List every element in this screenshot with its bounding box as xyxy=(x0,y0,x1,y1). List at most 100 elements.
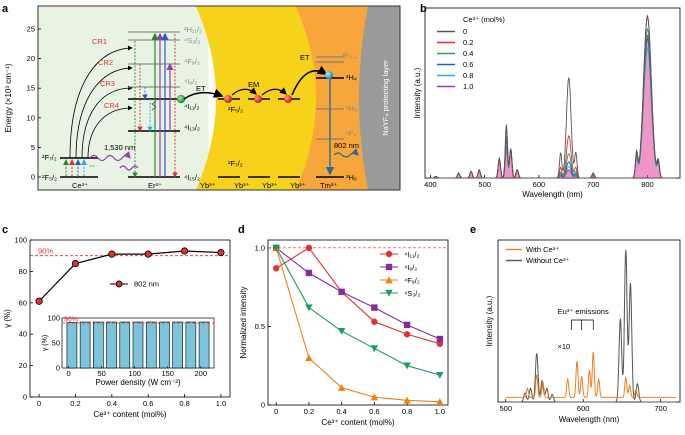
er-level-label: ⁴I₁₃/₂ xyxy=(184,123,200,132)
legend-marker xyxy=(385,276,393,284)
annotation-bracket xyxy=(571,319,594,330)
panel-label-c: c xyxy=(2,224,8,236)
x-tick-label: 500 xyxy=(499,404,512,413)
data-point xyxy=(371,304,378,311)
inset-y-tick-label: 50 xyxy=(52,339,60,348)
legend-label: 0.8 xyxy=(463,71,473,80)
legend-marker xyxy=(385,263,393,271)
x-tick-label: 0.8 xyxy=(179,399,189,408)
cr-label: CR3 xyxy=(100,79,115,88)
legend-label: 802 nm xyxy=(134,279,159,288)
data-point xyxy=(305,304,313,312)
svg-text:⋯: ⋯ xyxy=(89,164,95,170)
inset-bar xyxy=(172,321,183,369)
data-point xyxy=(272,265,280,272)
x-tick-label: 700 xyxy=(654,404,667,413)
panel-a-ytick-label: 25 xyxy=(27,25,35,34)
series-area xyxy=(430,35,675,179)
reference-label: 90% xyxy=(38,247,53,256)
inset-x-tick-label: 200 xyxy=(195,369,208,378)
et-label: ET xyxy=(196,84,206,93)
inset-bar xyxy=(185,321,197,369)
legend-label: ⁴S₃/₂ xyxy=(404,289,420,298)
tm-level-label: ³F₂,₃ xyxy=(342,51,357,60)
shell-label: NaYF₄ protecting layer xyxy=(381,60,390,136)
legend-marker xyxy=(385,289,393,297)
y-tick-label: 80 xyxy=(19,267,27,276)
panel-a-ytick-label: 10 xyxy=(27,113,35,122)
er-level-label: ⁴F₉/₂ xyxy=(184,57,200,66)
series-line xyxy=(275,247,440,376)
data-point xyxy=(436,371,444,379)
legend-marker xyxy=(115,280,123,288)
panel-label-b: b xyxy=(420,3,427,15)
panel-a-ytick-label: 15 xyxy=(27,84,35,93)
data-point xyxy=(403,331,411,338)
data-point xyxy=(217,248,225,257)
panel-a-ytick-label: 5 xyxy=(31,143,35,152)
panel-label-a: a xyxy=(2,3,9,15)
ion-label: Ce³⁺ xyxy=(72,181,88,190)
series-line xyxy=(505,351,677,398)
data-point xyxy=(370,345,379,353)
chart-e: 500 600 700 Wavelength (nm) Intensity (a.u.)… xyxy=(485,239,681,424)
x-tick-label: 600 xyxy=(533,180,546,189)
legend-label: ⁴I₁₁/₂ xyxy=(404,250,419,259)
er-level-label: ⁴I₁₅/₂ xyxy=(184,173,200,182)
inset-bar xyxy=(145,321,157,369)
data-point xyxy=(338,288,345,296)
chart-b: 400 500 600 700 800 Wavelength (nm) Intensity … xyxy=(413,7,681,199)
legend-title: Ce³⁺ (mol%) xyxy=(463,15,505,24)
inset-bar xyxy=(198,321,210,369)
x-axis-label: Ce³⁺ content (mol%) xyxy=(321,418,394,427)
inset-bar xyxy=(66,322,78,369)
y-tick-label: 0 xyxy=(23,393,27,402)
data-point xyxy=(436,335,444,343)
panel-a-ytick-label: 20 xyxy=(27,54,35,63)
x-tick-label: 0.2 xyxy=(304,407,314,416)
shell-region xyxy=(359,6,400,190)
data-point xyxy=(403,321,411,329)
data-point xyxy=(71,259,80,268)
x-tick-label: 0.6 xyxy=(369,407,379,416)
data-point xyxy=(403,396,411,404)
et-label: ET xyxy=(300,53,310,62)
er-level-label: ²H₁₁/₂ xyxy=(184,25,202,34)
inset-x-tick-label: 100 xyxy=(128,369,141,378)
tm-region xyxy=(296,6,380,190)
legend-label: 0.4 xyxy=(463,49,473,58)
x-tick-label: 0.4 xyxy=(336,407,346,416)
x-tick-label: 800 xyxy=(641,180,654,189)
y-tick-label: 40 xyxy=(19,330,27,339)
x-axis-label: Wavelength (nm) xyxy=(522,190,583,199)
data-point xyxy=(403,362,411,370)
inset-y-tick-label: 0 xyxy=(56,364,60,373)
ce-label-2f72: ²F₇/₂ xyxy=(42,153,57,162)
x-tick-label: 0.2 xyxy=(70,399,80,408)
inset-x-tick-label: 0 xyxy=(67,369,71,378)
tm-level-label: ³F₄ xyxy=(346,129,356,138)
plot-frame xyxy=(267,239,449,406)
inset-x-axis-label: Power density (W cm⁻²) xyxy=(95,378,180,387)
energy-level-diagram: NaYF₄ protecting layer 0 5 10 15 20 25 Energy… xyxy=(4,5,401,191)
ion-label: Tm³⁺ xyxy=(320,181,337,190)
x-tick-label: 700 xyxy=(587,180,600,189)
legend-label: 0 xyxy=(463,27,467,36)
x-tick-label: 400 xyxy=(424,180,437,189)
data-point xyxy=(337,384,346,391)
y-axis-label: Intensity (a.u.) xyxy=(485,295,494,346)
y-axis-label: γ (%) xyxy=(3,309,12,328)
x-tick-label: 0.4 xyxy=(107,399,117,408)
legend-label: ⁴F₉/₂ xyxy=(404,276,420,285)
em-label: EM xyxy=(248,80,259,89)
series-line xyxy=(38,250,221,302)
inset-x-tick-label: 150 xyxy=(161,369,174,378)
inset-bar xyxy=(132,321,144,369)
y-axis-label: Normalized intensity xyxy=(239,286,248,358)
panel-label-d: d xyxy=(238,224,245,236)
inset-y-axis-label: γ (%) xyxy=(42,335,49,351)
inset-reference-label: 90% xyxy=(64,317,78,324)
series-line xyxy=(505,249,677,403)
x-tick-label: 0.8 xyxy=(402,407,412,416)
